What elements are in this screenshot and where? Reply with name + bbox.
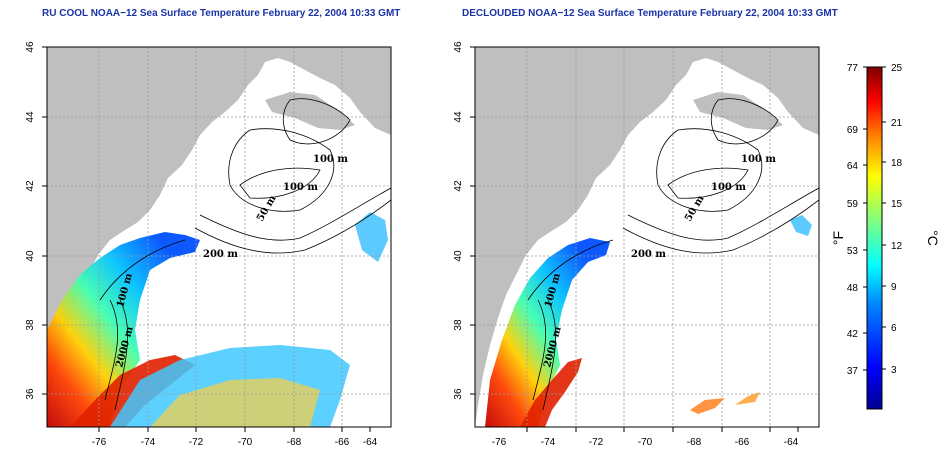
left-y-tick-3: 42 bbox=[25, 180, 36, 192]
left-y-tick-4: 44 bbox=[25, 111, 36, 123]
left-x-tick-6: -64 bbox=[363, 437, 378, 448]
right-axis-ticks bbox=[470, 46, 799, 432]
left-y-tick-0: 36 bbox=[25, 388, 36, 400]
right-x-tick-1: -74 bbox=[541, 437, 556, 448]
right-contour-label-2: 100 m bbox=[711, 182, 746, 193]
left-x-tick-2: -72 bbox=[189, 437, 204, 448]
right-panel-title: DECLOUDED NOAA−12 Sea Surface Temperatur… bbox=[462, 8, 838, 19]
left-y-tick-5: 46 bbox=[25, 41, 36, 53]
left-grid bbox=[47, 47, 391, 427]
right-y-tick-4: 44 bbox=[453, 111, 464, 123]
left-x-tick-1: -74 bbox=[141, 437, 156, 448]
right-map: 100 m 100 m 50 m 200 m 100 m 2000 m -76 … bbox=[453, 41, 820, 448]
right-x-tick-labels: -76 -74 -72 -70 -68 -66 -64 bbox=[492, 437, 799, 448]
right-x-tick-5: -66 bbox=[735, 437, 750, 448]
cb-c-4: 12 bbox=[891, 241, 903, 252]
right-y-tick-5: 46 bbox=[453, 41, 464, 53]
left-sst-northeast bbox=[355, 212, 388, 262]
colorbar: 77 69 64 59 53 48 42 37 25 21 18 15 12 9… bbox=[830, 63, 941, 410]
cb-c-7: 3 bbox=[891, 365, 897, 376]
right-sst-warm-filament bbox=[690, 398, 725, 414]
right-y-tick-0: 36 bbox=[453, 388, 464, 400]
right-contour-label-1: 100 m bbox=[741, 154, 776, 165]
cb-c-0: 25 bbox=[891, 63, 903, 74]
colorbar-fahrenheit-labels: 77 69 64 59 53 48 42 37 bbox=[847, 63, 859, 377]
right-x-tick-0: -76 bbox=[492, 437, 507, 448]
left-panel-title: RU COOL NOAA−12 Sea Surface Temperature … bbox=[42, 8, 401, 19]
left-y-tick-1: 38 bbox=[25, 319, 36, 331]
right-y-tick-labels: 36 38 40 42 44 46 bbox=[453, 41, 464, 400]
colorbar-ticks bbox=[863, 66, 886, 371]
right-y-tick-1: 38 bbox=[453, 319, 464, 331]
right-y-tick-2: 40 bbox=[453, 250, 464, 262]
left-x-tick-0: -76 bbox=[92, 437, 107, 448]
left-x-tick-labels: -76 -74 -72 -70 -68 -66 -64 bbox=[92, 437, 378, 448]
right-x-tick-3: -70 bbox=[638, 437, 653, 448]
right-x-tick-2: -72 bbox=[589, 437, 604, 448]
right-map-frame bbox=[474, 46, 820, 428]
right-y-tick-3: 42 bbox=[453, 180, 464, 192]
right-x-tick-6: -64 bbox=[784, 437, 799, 448]
left-y-tick-2: 40 bbox=[25, 250, 36, 262]
cb-c-5: 9 bbox=[891, 282, 897, 293]
left-contour-label-2: 100 m bbox=[283, 182, 318, 193]
cb-c-1: 21 bbox=[891, 118, 903, 129]
left-nova-scotia bbox=[265, 92, 355, 130]
left-map: 100 m 100 m 50 m 200 m 100 m 2000 m -76 … bbox=[25, 41, 392, 448]
left-map-frame bbox=[46, 46, 392, 428]
left-landmass bbox=[47, 47, 391, 427]
right-bathymetry-contours bbox=[527, 98, 819, 411]
right-x-tick-4: -68 bbox=[687, 437, 702, 448]
cb-f-6: 42 bbox=[847, 329, 859, 340]
right-sst-coastal-band bbox=[485, 238, 610, 427]
cb-f-0: 77 bbox=[847, 63, 859, 74]
left-x-tick-5: -66 bbox=[335, 437, 350, 448]
left-x-tick-3: -70 bbox=[238, 437, 253, 448]
cb-f-5: 48 bbox=[847, 283, 859, 294]
left-contour-label-1: 100 m bbox=[313, 154, 348, 165]
left-axis-ticks bbox=[42, 46, 371, 432]
left-sst-offshore-warm bbox=[150, 378, 320, 427]
left-bathymetry-contours bbox=[99, 98, 391, 411]
colorbar-celsius-unit: °C bbox=[925, 230, 941, 246]
cb-c-6: 6 bbox=[891, 323, 897, 334]
cb-f-4: 53 bbox=[847, 246, 859, 257]
left-sst-coastal-band bbox=[47, 232, 200, 427]
cb-f-1: 69 bbox=[847, 125, 859, 136]
right-contour-label-4: 200 m bbox=[631, 249, 666, 260]
right-sst-gulfstream bbox=[520, 358, 582, 427]
right-sst-warm-filament-2 bbox=[735, 392, 760, 405]
left-y-tick-labels: 36 38 40 42 44 46 bbox=[25, 41, 36, 400]
right-sst-northeast bbox=[790, 215, 812, 236]
right-landmass bbox=[475, 47, 819, 427]
cb-c-3: 15 bbox=[891, 199, 903, 210]
colorbar-celsius-labels: 25 21 18 15 12 9 6 3 bbox=[891, 63, 903, 376]
cb-c-2: 18 bbox=[891, 158, 903, 169]
left-x-tick-4: -68 bbox=[287, 437, 302, 448]
right-nova-scotia bbox=[693, 92, 783, 130]
cb-f-3: 59 bbox=[847, 199, 859, 210]
left-contour-label-4: 200 m bbox=[203, 249, 238, 260]
colorbar-fahrenheit-unit: °F bbox=[830, 231, 846, 245]
right-grid bbox=[475, 47, 819, 427]
cb-f-7: 37 bbox=[847, 366, 859, 377]
cb-f-2: 64 bbox=[847, 161, 859, 172]
colorbar-gradient bbox=[866, 66, 883, 410]
